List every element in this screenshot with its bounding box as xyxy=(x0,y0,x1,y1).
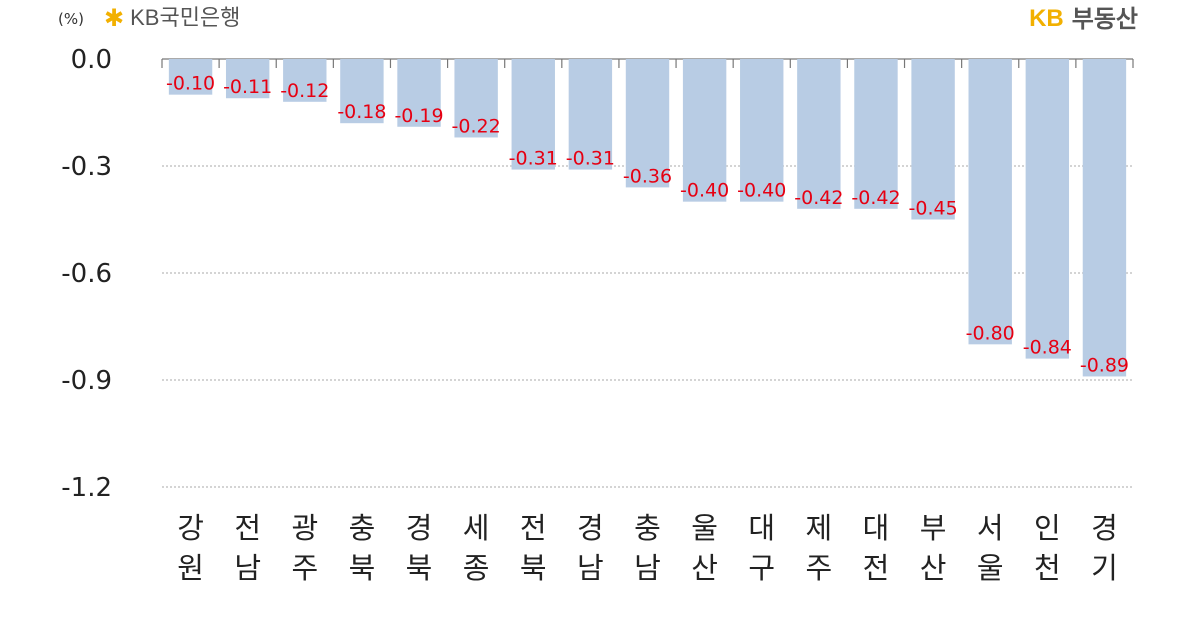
x-category-label: 남 xyxy=(634,551,661,585)
x-category-label: 전 xyxy=(234,511,261,545)
x-category-label: 울 xyxy=(977,551,1004,585)
x-category-label: 대 xyxy=(748,511,775,545)
y-tick-label: -0.6 xyxy=(61,259,112,289)
y-unit-label: (%) xyxy=(58,10,84,28)
kb-real-estate-logo: KB 부동산 xyxy=(1029,4,1138,34)
data-label: -0.89 xyxy=(1080,354,1129,376)
x-category-label: 종 xyxy=(463,551,490,585)
x-category-label: 주 xyxy=(291,551,318,585)
x-category-label: 전 xyxy=(520,511,547,545)
bar xyxy=(1025,59,1070,359)
x-category-label: 광 xyxy=(291,511,318,545)
x-category-label: 구 xyxy=(748,551,775,585)
x-category-label: 북 xyxy=(520,551,547,585)
x-category-label: 북 xyxy=(406,551,433,585)
x-category-label: 강 xyxy=(177,511,204,545)
data-label: -0.84 xyxy=(1023,337,1072,359)
data-label: -0.42 xyxy=(794,187,843,209)
y-tick-label: -0.9 xyxy=(61,366,112,396)
x-category-label: 충 xyxy=(349,511,376,545)
y-axis-ticks: 0.0 -0.3 -0.6 -0.9 -1.2 xyxy=(61,45,112,503)
data-labels: -0.10 -0.11 -0.12 -0.18 -0.19 -0.22 -0.31 -0.31… xyxy=(166,73,1129,377)
data-label: -0.42 xyxy=(851,187,900,209)
x-category-label: 남 xyxy=(577,551,604,585)
x-category-label: 경 xyxy=(406,511,433,545)
bar xyxy=(854,59,898,209)
x-category-label: 인 xyxy=(1034,511,1061,545)
x-category-label: 주 xyxy=(806,551,833,585)
x-category-label: 천 xyxy=(1034,551,1061,585)
y-tick-label: -0.3 xyxy=(61,152,112,182)
x-category-label: 충 xyxy=(634,511,661,545)
data-label: -0.40 xyxy=(680,180,729,202)
bar xyxy=(225,59,270,99)
bar xyxy=(625,59,670,188)
bar xyxy=(740,59,784,202)
kb-bank-name: KB국민은행 xyxy=(130,5,241,30)
bar xyxy=(397,59,441,127)
bar xyxy=(797,59,841,209)
bar xyxy=(454,59,498,138)
bar xyxy=(168,59,213,95)
x-category-label: 대 xyxy=(863,511,890,545)
x-category-label: 울 xyxy=(691,511,718,545)
data-label: -0.11 xyxy=(223,76,272,98)
data-label: -0.36 xyxy=(623,165,672,187)
bar xyxy=(682,59,727,202)
data-label: -0.18 xyxy=(337,101,386,123)
bar xyxy=(568,59,613,170)
data-label: -0.31 xyxy=(509,148,558,170)
kb-star-icon: ✱ xyxy=(104,4,125,32)
bar xyxy=(1082,59,1127,377)
x-category-label: 산 xyxy=(920,551,947,585)
data-label: -0.12 xyxy=(280,80,329,102)
x-category-label: 제 xyxy=(806,511,833,545)
data-label: -0.19 xyxy=(394,105,443,127)
data-label: -0.45 xyxy=(909,198,958,220)
y-tick-label: -1.2 xyxy=(61,473,112,503)
y-tick-label: 0.0 xyxy=(71,45,112,75)
bar xyxy=(283,59,327,102)
kb-kookmin-bank-logo: ✱ KB국민은행 xyxy=(104,4,240,32)
x-category-label: 산 xyxy=(691,551,718,585)
bar xyxy=(340,59,384,124)
bar xyxy=(511,59,555,170)
data-label: -0.22 xyxy=(452,115,501,137)
x-category-label: 기 xyxy=(1091,551,1118,585)
bar xyxy=(968,59,1012,345)
data-label: -0.10 xyxy=(166,73,215,95)
data-label: -0.31 xyxy=(566,148,615,170)
x-category-label: 경 xyxy=(577,511,604,545)
x-category-label: 경 xyxy=(1091,511,1118,545)
x-category-label: 원 xyxy=(177,551,204,585)
data-label: -0.40 xyxy=(737,180,786,202)
x-category-label: 남 xyxy=(234,551,261,585)
data-label: -0.80 xyxy=(966,322,1015,344)
x-category-label: 북 xyxy=(349,551,376,585)
x-category-label: 서 xyxy=(977,511,1004,545)
x-category-label: 부 xyxy=(920,511,947,545)
kb-brand-text: KB xyxy=(1029,5,1064,32)
x-category-label: 전 xyxy=(863,551,890,585)
real-estate-text: 부동산 xyxy=(1071,5,1138,33)
bars xyxy=(168,59,1127,377)
x-category-label: 세 xyxy=(463,511,490,545)
bar xyxy=(911,59,955,220)
